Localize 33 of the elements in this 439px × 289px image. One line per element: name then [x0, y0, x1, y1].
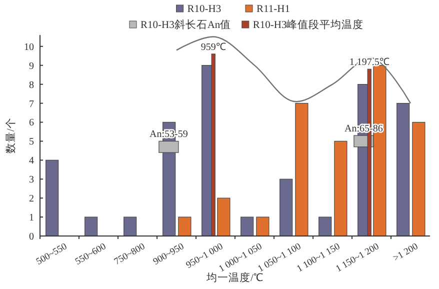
y-tick-label: 7 — [29, 98, 34, 110]
bar — [318, 216, 332, 236]
y-tick-label: 3 — [29, 174, 34, 186]
bar — [240, 216, 254, 236]
y-tick-label: 8 — [29, 80, 34, 91]
y-tick-label: 2 — [29, 194, 34, 205]
y-tick-label: 1 — [29, 212, 34, 224]
bar — [256, 216, 270, 236]
bar — [412, 122, 426, 236]
legend-label: R11-H1 — [256, 4, 290, 15]
annotation: An:65-86 — [344, 124, 383, 134]
bar — [124, 216, 137, 236]
legend-label: R10-H3峰值段平均温度 — [252, 18, 364, 31]
annotation: 959℃ — [200, 42, 226, 53]
y-tick-label: 9 — [29, 60, 34, 72]
x-tick-label: >1 200 — [392, 242, 420, 264]
bar — [178, 216, 192, 236]
y-tick-label: 6 — [29, 118, 34, 129]
bar — [46, 160, 59, 236]
legend-label: R10-H3斜长石An值 — [140, 18, 232, 31]
y-tick-label: 5 — [29, 136, 34, 148]
x-axis-title: 均一温度/℃ — [206, 271, 264, 284]
bar — [84, 216, 98, 236]
y-tick-label: 0 — [29, 232, 34, 242]
bar — [396, 102, 410, 236]
legend-label: R10-H3 — [187, 4, 222, 15]
y-tick-label: 4 — [29, 156, 34, 167]
y-tick-label: 10 — [24, 42, 34, 53]
bar — [280, 178, 293, 236]
bar — [334, 140, 348, 236]
line-series — [176, 36, 412, 104]
bar — [295, 102, 308, 236]
y-axis-title: 数量/个 — [5, 118, 17, 154]
